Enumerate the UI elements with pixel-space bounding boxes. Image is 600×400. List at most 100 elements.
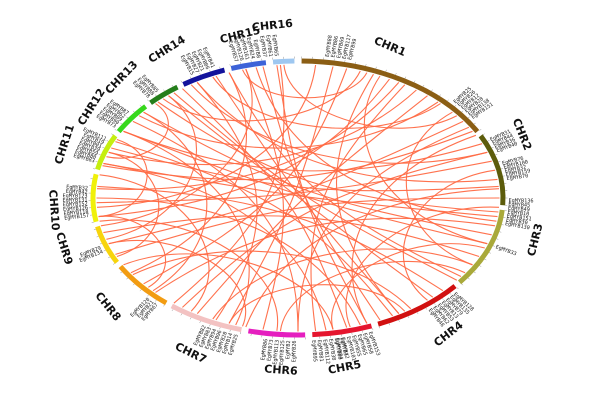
chromosome-tick — [111, 133, 114, 135]
collinearity-link — [215, 75, 400, 314]
gene-label: EgMYB130 — [504, 221, 530, 231]
collinearity-link — [106, 103, 169, 159]
chromosome-label-10: CHR10 — [46, 189, 62, 231]
chromosome-tick — [147, 294, 149, 297]
chromosome-tick — [199, 72, 201, 75]
collinearity-link — [155, 217, 496, 293]
chromosome-tick — [132, 110, 135, 113]
gene-label: EgMYB136 — [508, 198, 533, 204]
collinearity-link — [115, 141, 394, 317]
gene-label: EgMYB42 — [339, 337, 349, 360]
gene-label: EgMYB76 — [502, 156, 525, 167]
gene-label: EgMYB161 — [238, 35, 250, 61]
gene-label: EgMYB61 — [264, 35, 273, 57]
chromosome-tick — [361, 330, 363, 333]
collinearity-link — [108, 89, 417, 165]
collinearity-link — [98, 78, 390, 218]
chromosome-tick — [154, 299, 157, 302]
chromosome-tick — [479, 265, 482, 267]
gene-label: EgMYB125 — [279, 340, 287, 365]
collinearity-link — [168, 95, 434, 298]
chromosome-arc-13 — [149, 84, 179, 105]
chromosome-tick — [132, 283, 135, 286]
gene-label: EgMYB33 — [495, 244, 518, 257]
chromosome-tick — [482, 133, 485, 135]
gene-label: EgMYB70 — [506, 173, 528, 182]
chromosome-arc-6 — [247, 328, 306, 338]
chromosome-arc-4 — [377, 284, 457, 327]
gene-label: EgMYB73 — [266, 339, 275, 361]
chromosome-arc-8 — [118, 264, 168, 306]
chromosome-tick — [108, 256, 111, 258]
chromosome-tick — [395, 72, 397, 75]
chromosome-tick — [413, 80, 416, 83]
collinearity-link — [190, 84, 488, 164]
collinearity-link — [276, 65, 368, 324]
chromosome-labels: CHR1CHR2CHR3CHR4CHR5CHR6CHR7CHR8CHR9CHR1… — [46, 17, 545, 378]
gene-label: EgMYB88 — [325, 35, 334, 57]
collinearity-link — [351, 134, 477, 324]
collinearity-link — [99, 219, 279, 331]
chromosome-label-11: CHR11 — [52, 123, 77, 166]
chromosome-tick — [139, 289, 142, 291]
collinearity-link — [123, 130, 483, 172]
chromosome-tick — [439, 94, 442, 97]
chromosome-arc-11 — [95, 134, 118, 171]
collinearity-link — [143, 111, 208, 292]
gene-label: EgMYB152 — [63, 201, 88, 208]
chromosome-tick — [219, 327, 221, 330]
gene-label: EgMYB123 — [62, 193, 87, 199]
gene-label: EgMYB95 — [310, 340, 318, 362]
gene-label: EgMYB38 — [327, 338, 336, 361]
gene-label: EgMYB112 — [321, 339, 330, 365]
collinearity-link — [143, 111, 492, 236]
chromosome-tick — [95, 161, 98, 163]
collinearity-link — [98, 138, 148, 218]
chromosome-tick — [139, 105, 142, 107]
chromosome-tick — [365, 64, 367, 67]
chromosome-tick — [492, 245, 495, 247]
gene-label: EgMYB45 — [508, 202, 530, 209]
chromosome-tick — [229, 64, 231, 67]
chromosome-arc-7 — [170, 303, 242, 333]
chromosome-tick — [449, 292, 452, 295]
gene-label: EgMYB117 — [342, 34, 353, 60]
chromosome-arc-2 — [478, 134, 506, 206]
collinearity-link — [102, 130, 473, 181]
collinearity-link — [228, 72, 462, 277]
gene-label: EgMYB81 — [316, 340, 324, 362]
chromosome-tick — [120, 122, 123, 125]
chromosome-arc-12 — [116, 104, 148, 134]
gene-label: EgMYB151 — [506, 213, 532, 222]
collinearity-link — [345, 206, 500, 328]
collinearity-link — [96, 82, 400, 190]
chromosome-tick — [447, 99, 449, 102]
chromosome-tick — [355, 61, 356, 64]
chromosome-tick — [163, 304, 165, 307]
chromosome-tick — [372, 328, 374, 331]
chromosome-tick — [487, 140, 490, 142]
collinearity-link — [331, 243, 485, 330]
chromosome-tick — [114, 129, 117, 131]
chromosome-tick — [433, 303, 436, 305]
chromosome-label-6: CHR6 — [264, 362, 299, 377]
chromosome-tick — [431, 89, 433, 92]
gene-label: EgMYB69 — [336, 36, 346, 59]
gene-label: EgMYB80 — [74, 149, 97, 161]
gene-label: EgMYB126 — [63, 205, 88, 213]
chromosome-tick — [126, 116, 129, 119]
chromosome-tick — [498, 161, 501, 163]
collinearity-link — [283, 64, 458, 129]
collinearity-link — [402, 169, 496, 301]
gene-label: EgMYB86 — [330, 36, 340, 59]
gene-label: EgMYB37 — [258, 35, 267, 58]
chromosome-arc-1 — [301, 58, 480, 134]
collinearity-link — [123, 253, 334, 330]
gene-label: EgMYB118 — [63, 209, 88, 217]
chromosome-tick — [461, 110, 464, 113]
gene-label: EgMYB2 — [285, 340, 292, 359]
chromosome-tick — [199, 321, 201, 324]
chromosome-tick — [441, 298, 444, 300]
gene-label: EgMYB101 — [345, 336, 357, 362]
